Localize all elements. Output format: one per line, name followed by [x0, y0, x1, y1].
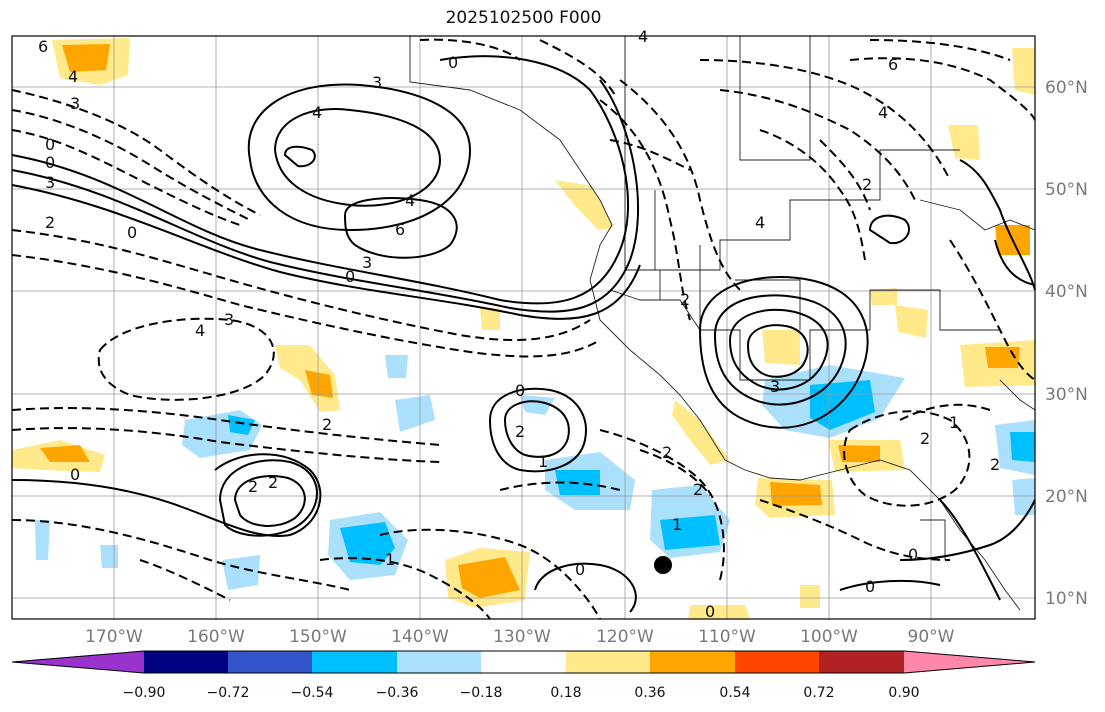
contour-label: 2: [920, 429, 930, 448]
lon-label: 160°W: [187, 627, 245, 647]
colorbar-tick-label: 0.18: [550, 685, 581, 701]
contour-label: 0: [45, 153, 55, 172]
contour-label: 4: [195, 321, 205, 340]
contour-label: 0: [45, 135, 55, 154]
colorbar-segment: [397, 651, 481, 673]
contour-label: 0: [865, 577, 875, 596]
contour-label: 2: [680, 290, 690, 309]
latitude-labels: 60°N 50°N 40°N 30°N 20°N 10°N: [1045, 78, 1088, 609]
contour-label: 3: [372, 73, 382, 92]
map-area: [12, 36, 1035, 619]
contour-label: 1: [672, 515, 682, 534]
longitude-labels: 170°W 160°W 150°W 140°W 130°W 120°W 110°…: [85, 627, 955, 647]
contour-label: 2: [990, 455, 1000, 474]
colorbar-segment: [144, 651, 228, 673]
colorbar-segment: [735, 651, 819, 673]
graticule: [12, 36, 1035, 619]
contour-label: 2: [862, 175, 872, 194]
lon-label: 140°W: [391, 627, 449, 647]
lat-label: 30°N: [1045, 385, 1088, 405]
map-border: [11, 35, 1036, 620]
colorbar-segment: [12, 651, 144, 673]
colorbar-tick-label: −0.72: [207, 685, 250, 701]
colorbar-segment: [481, 651, 566, 673]
lon-label: 90°W: [908, 627, 955, 647]
contour-label: 0: [345, 267, 355, 286]
lon-label: 120°W: [596, 627, 654, 647]
contour-label: 3: [45, 173, 55, 192]
solid-contours: [11, 55, 1036, 613]
colorbar-segment: [904, 651, 1035, 673]
contour-label: 3: [70, 94, 80, 113]
contour-label: 4: [755, 213, 765, 232]
contour-label: 0: [575, 560, 585, 579]
lat-label: 10°N: [1045, 589, 1088, 609]
contour-label: 4: [878, 103, 888, 122]
contour-label: 1: [385, 550, 395, 569]
contour-label: 2: [515, 422, 525, 441]
contour-label: 0: [127, 223, 137, 242]
colorbar-tick-label: 0.54: [719, 685, 750, 701]
lat-label: 60°N: [1045, 78, 1088, 98]
colorbar-tick-labels: −0.90 −0.72 −0.54 −0.36 −0.18 0.18 0.36 …: [123, 685, 920, 701]
contour-label: 2: [322, 415, 332, 434]
lon-label: 100°W: [800, 627, 858, 647]
contour-label: 0: [908, 545, 918, 564]
positive-anomaly-shading: [12, 38, 1035, 619]
colorbar: [11, 650, 1036, 674]
contour-label: 2: [662, 443, 672, 462]
contour-label: 3: [770, 377, 780, 396]
lat-label: 40°N: [1045, 282, 1088, 302]
colorbar-segment: [650, 651, 735, 673]
contour-labels: 6 4 3 0 0 2 4 3 3 0 4 4 4 6 6 4 0 3 0 2 …: [38, 27, 1000, 621]
contour-label: 4: [312, 103, 322, 122]
contour-label: 6: [38, 37, 48, 56]
colorbar-tick-label: −0.18: [460, 685, 503, 701]
contour-label: 0: [448, 53, 458, 72]
contour-label: 2: [45, 213, 55, 232]
contour-label: 6: [395, 220, 405, 239]
contour-label: 3: [362, 253, 372, 272]
contour-label: 1: [949, 413, 959, 432]
contour-label: 1: [538, 452, 548, 471]
colorbar-tick-label: 0.72: [803, 685, 834, 701]
contour-label: 3: [224, 310, 234, 329]
contour-label: 2: [248, 477, 258, 496]
colorbar-segment: [228, 651, 312, 673]
coastlines: [409, 36, 1036, 611]
colorbar-tick-label: −0.90: [123, 685, 166, 701]
colorbar-segment: [819, 651, 904, 673]
lon-label: 150°W: [289, 627, 347, 647]
contour-label: 0: [705, 602, 715, 621]
contour-label: 4: [68, 67, 78, 86]
colorbar-tick-label: −0.36: [376, 685, 419, 701]
contour-label: 0: [515, 381, 525, 400]
storm-center-dot: [654, 556, 672, 574]
lon-label: 130°W: [493, 627, 551, 647]
colorbar-segment: [566, 651, 650, 673]
contour-label: 0: [70, 465, 80, 484]
dashed-contours: [11, 38, 1036, 620]
colorbar-segment: [312, 651, 397, 673]
colorbar-tick-label: −0.54: [291, 685, 334, 701]
map-title: 2025102500 F000: [445, 8, 602, 28]
colorbar-tick-label: 0.90: [888, 685, 919, 701]
contour-label: 2: [693, 480, 703, 499]
contour-label: 2: [268, 473, 278, 492]
lon-label: 170°W: [85, 627, 143, 647]
colorbar-tick-label: 0.36: [634, 685, 665, 701]
lat-label: 50°N: [1045, 180, 1088, 200]
lon-label: 110°W: [698, 627, 756, 647]
contour-label: 6: [888, 55, 898, 74]
contour-label: 4: [405, 191, 415, 210]
lat-label: 20°N: [1045, 487, 1088, 507]
